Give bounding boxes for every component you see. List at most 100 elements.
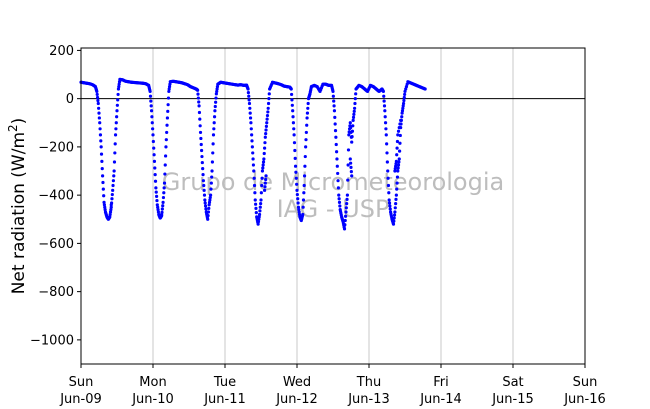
data-point bbox=[401, 104, 405, 108]
data-point bbox=[114, 121, 118, 125]
data-point bbox=[291, 109, 295, 113]
data-point bbox=[381, 89, 385, 94]
data-point bbox=[152, 153, 156, 157]
data-point bbox=[98, 121, 102, 125]
data-point bbox=[352, 109, 356, 113]
data-point bbox=[248, 116, 253, 120]
data-point bbox=[291, 115, 295, 119]
data-point bbox=[200, 154, 204, 159]
data-point bbox=[342, 227, 347, 231]
data-point bbox=[213, 109, 217, 113]
data-point bbox=[291, 121, 295, 125]
data-point bbox=[156, 205, 160, 209]
data-point bbox=[258, 205, 262, 209]
data-point bbox=[388, 204, 392, 208]
data-point bbox=[108, 210, 113, 214]
data-point bbox=[167, 84, 172, 89]
data-point bbox=[202, 193, 207, 197]
data-point bbox=[262, 157, 266, 161]
data-point bbox=[305, 116, 309, 120]
data-point bbox=[333, 115, 337, 119]
data-point bbox=[336, 179, 340, 183]
data-point bbox=[334, 142, 338, 147]
data-point bbox=[208, 195, 212, 200]
data-point bbox=[393, 206, 397, 210]
data-point bbox=[292, 127, 296, 131]
data-point bbox=[289, 87, 293, 91]
data-point bbox=[161, 204, 165, 208]
y-tick-label: −800 bbox=[38, 285, 74, 300]
data-point bbox=[403, 89, 407, 94]
data-point bbox=[154, 190, 158, 194]
data-point bbox=[383, 121, 388, 125]
data-point bbox=[101, 187, 105, 191]
data-point bbox=[109, 205, 113, 209]
data-point bbox=[345, 197, 349, 201]
data-point bbox=[152, 159, 157, 163]
data-point bbox=[353, 101, 357, 106]
data-point bbox=[114, 127, 118, 131]
data-point bbox=[109, 208, 113, 212]
data-point bbox=[264, 128, 268, 132]
data-point bbox=[261, 163, 265, 167]
data-point bbox=[306, 106, 310, 110]
data-point bbox=[343, 223, 347, 227]
data-point bbox=[352, 112, 356, 116]
data-point bbox=[151, 133, 155, 137]
data-point bbox=[196, 96, 200, 100]
data-point bbox=[338, 204, 342, 208]
data-point bbox=[293, 148, 297, 153]
x-tick-date: Jun-09 bbox=[59, 392, 102, 407]
data-point bbox=[333, 129, 338, 133]
data-point bbox=[264, 177, 268, 182]
data-point bbox=[397, 160, 401, 164]
data-point bbox=[388, 207, 392, 211]
data-point bbox=[392, 219, 396, 223]
data-point bbox=[248, 111, 252, 115]
data-point bbox=[162, 191, 166, 195]
data-point bbox=[209, 181, 213, 185]
data-point bbox=[261, 160, 266, 164]
data-point bbox=[265, 117, 269, 121]
data-point bbox=[164, 154, 168, 158]
data-point bbox=[206, 214, 210, 218]
data-point bbox=[116, 92, 120, 97]
data-point bbox=[302, 183, 306, 188]
data-point bbox=[260, 176, 264, 180]
data-point bbox=[252, 169, 256, 173]
data-point bbox=[165, 116, 169, 120]
data-point bbox=[263, 141, 267, 145]
data-point bbox=[295, 188, 299, 192]
data-point bbox=[387, 191, 391, 195]
data-point bbox=[102, 194, 106, 198]
data-point bbox=[397, 126, 401, 130]
data-point bbox=[297, 210, 301, 214]
data-point bbox=[214, 100, 218, 104]
data-point bbox=[337, 193, 341, 197]
data-point bbox=[150, 115, 154, 119]
data-point bbox=[214, 96, 218, 100]
data-point bbox=[337, 200, 342, 204]
data-point bbox=[265, 113, 270, 118]
data-point bbox=[116, 98, 120, 102]
data-point bbox=[201, 167, 205, 171]
data-point bbox=[292, 133, 296, 137]
data-point bbox=[209, 193, 213, 197]
data-point bbox=[400, 109, 405, 113]
data-point bbox=[98, 133, 103, 137]
data-point bbox=[303, 164, 307, 168]
data-points bbox=[79, 77, 427, 231]
data-point bbox=[395, 187, 399, 191]
data-point bbox=[210, 169, 214, 173]
data-point bbox=[305, 111, 310, 115]
data-point bbox=[110, 197, 114, 201]
data-point bbox=[393, 167, 397, 171]
data-point bbox=[212, 127, 216, 131]
data-point bbox=[112, 174, 116, 178]
data-point bbox=[100, 167, 104, 171]
data-point bbox=[257, 217, 261, 221]
data-point bbox=[264, 174, 268, 178]
data-point bbox=[204, 207, 208, 211]
data-point bbox=[149, 104, 153, 108]
